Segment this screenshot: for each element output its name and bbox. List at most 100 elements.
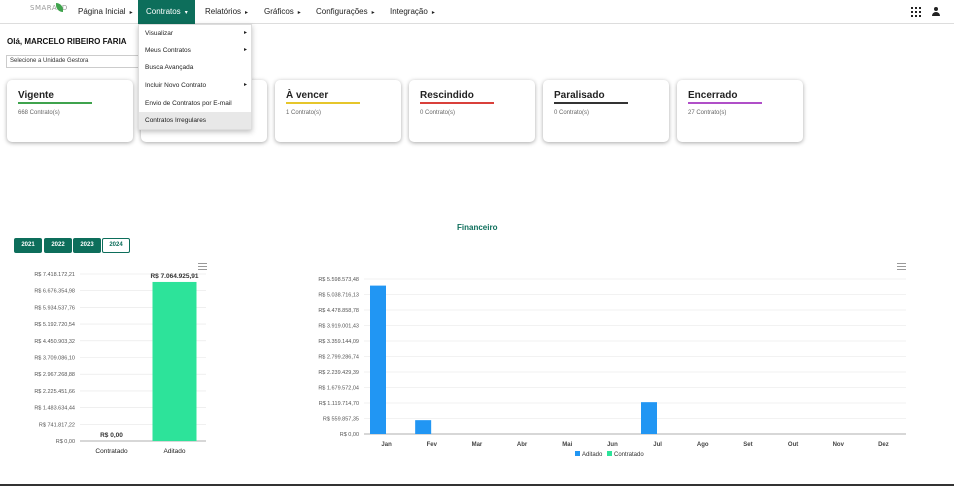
contratado-aditado-chart: R$ 0,00 R$ 741.817,22 R$ 1.483.634,44 R$ 2.… [34,272,206,455]
nav-label: Configurações [316,7,368,16]
menu-item-label: Contratos Irregulares [145,117,207,124]
y-tick-label: R$ 1.483.634,44 [34,406,75,412]
app-logo[interactable]: SMARAPD [30,4,68,12]
y-tick-label: R$ 3.709.086,10 [34,356,75,362]
year-button-2022[interactable]: 2022 [44,238,72,253]
bar [641,402,657,434]
menu-item-visualizar[interactable]: Visualizar ▸ [139,25,251,42]
y-tick-label: R$ 2.799.286,74 [318,355,359,361]
nav-contratos[interactable]: Contratos ▾ [138,0,195,24]
chart-menu-icon[interactable] [897,263,906,270]
apps-grid-icon[interactable] [911,7,921,17]
card-a-vencer[interactable]: À vencer 1 Contrato(s) [275,80,401,142]
x-tick-label: Jan [381,442,392,448]
card-title: Paralisado [554,90,605,101]
legend-swatch [575,451,580,456]
y-tick-label: R$ 2.239.429,39 [318,370,359,376]
y-tick-label: R$ 3.919.001,43 [318,324,359,330]
card-rescindido[interactable]: Rescindido 0 Contrato(s) [409,80,535,142]
bar [415,420,432,434]
card-underline [688,102,762,104]
nav-configuracoes[interactable]: Configurações ▸ [316,0,375,24]
card-count: 0 Contrato(s) [554,110,590,116]
nav-label: Integração [390,7,428,16]
caret-right-icon: ▸ [243,47,247,53]
caret-right-icon: ▸ [245,10,249,16]
x-tick-label: Abr [517,442,528,448]
financeiro-monthly-chart: R$ 0,00 R$ 559.857,35 R$ 1.119.714,70 R$ 1.… [318,277,906,458]
nav-graficos[interactable]: Gráficos ▸ [264,0,301,24]
user-icon[interactable] [932,7,940,17]
card-underline [286,102,360,104]
unit-select[interactable]: Selecione a Unidade Gestora [6,55,140,68]
bar [152,281,197,441]
nav-label: Página Inicial [78,7,126,16]
x-tick-label: Mai [562,442,572,448]
y-tick-label: R$ 5.192.720,54 [34,322,75,328]
x-tick-label: Dez [878,442,889,448]
data-label: R$ 7.064.925,91 [150,273,198,280]
nav-label: Relatórios [205,7,242,16]
year-button-2024[interactable]: 2024 [102,238,130,253]
menu-item-label: Meus Contratos [145,47,191,54]
card-underline [554,102,628,104]
x-tick-label: Contratado [95,448,128,455]
y-tick-label: R$ 4.478.858,78 [318,308,359,314]
chart-menu-icon[interactable] [198,263,207,270]
menu-item-busca-avancada[interactable]: Busca Avançada [139,59,251,76]
financeiro-title: Financeiro [457,223,498,232]
card-count: 27 Contrato(s) [688,110,727,116]
legend-label: Contratado [614,452,644,458]
page-bottom-border [0,484,954,486]
x-tick-label: Nov [833,442,845,448]
y-tick-label: R$ 3.359.144,09 [318,339,359,345]
y-tick-label: R$ 7.418.172,21 [34,272,75,278]
caret-right-icon: ▸ [243,82,247,88]
card-title: Vigente [18,90,54,101]
caret-right-icon: ▸ [243,30,247,36]
menu-item-meus-contratos[interactable]: Meus Contratos ▸ [139,42,251,59]
card-count: 0 Contrato(s) [420,110,456,116]
x-tick-label: Fev [427,442,438,448]
legend-label: Aditado [582,452,603,458]
caret-right-icon: ▸ [431,10,435,16]
x-tick-label: Jun [607,442,618,448]
nav-relatorios[interactable]: Relatórios ▸ [205,0,248,24]
logo-leaf-icon [56,3,63,12]
y-tick-label: R$ 2.225.451,66 [34,389,75,395]
menu-item-envio-email[interactable]: Envio de Contratos por E-mail [139,95,251,112]
menu-item-contratos-irregulares[interactable]: Contratos Irregulares [139,112,251,129]
y-tick-label: R$ 2.967.268,88 [34,372,75,378]
menu-item-label: Incluir Novo Contrato [145,82,207,89]
caret-right-icon: ▸ [371,10,375,16]
y-tick-label: R$ 1.679.572,04 [318,386,359,392]
card-title: À vencer [286,90,329,101]
y-tick-label: R$ 4.450.903,32 [34,339,75,345]
nav-label: Gráficos [264,7,294,16]
card-count: 668 Contrato(s) [18,110,60,116]
y-tick-label: R$ 1.119.714,70 [319,401,359,407]
card-encerrado[interactable]: Encerrado 27 Contrato(s) [677,80,803,142]
y-tick-label: R$ 5.598.573,48 [318,277,359,283]
x-tick-label: Set [743,442,752,448]
year-button-2023[interactable]: 2023 [73,238,101,253]
x-tick-label: Ago [697,442,709,448]
bar [370,285,386,434]
nav-pagina-inicial[interactable]: Página Inicial ▸ [78,0,133,24]
x-tick-label: Out [788,442,798,448]
nav-integracao[interactable]: Integração ▸ [390,0,435,24]
menu-item-label: Visualizar [145,30,174,37]
menu-item-label: Busca Avançada [145,64,194,71]
card-paralisado[interactable]: Paralisado 0 Contrato(s) [543,80,669,142]
legend-swatch [607,451,612,456]
nav-label: Contratos [146,7,181,16]
top-navbar: SMARAPD Página Inicial ▸ Contratos ▾ Relat… [0,0,954,24]
x-tick-label: Jul [653,442,662,448]
card-vigente[interactable]: Vigente 668 Contrato(s) [7,80,133,142]
year-button-2021[interactable]: 2021 [14,238,42,253]
card-underline [18,102,92,104]
card-title: Encerrado [688,90,738,101]
menu-item-incluir-novo-contrato[interactable]: Incluir Novo Contrato ▸ [139,77,251,94]
y-tick-label: R$ 5.934.537,76 [34,305,75,311]
caret-right-icon: ▸ [129,10,133,16]
